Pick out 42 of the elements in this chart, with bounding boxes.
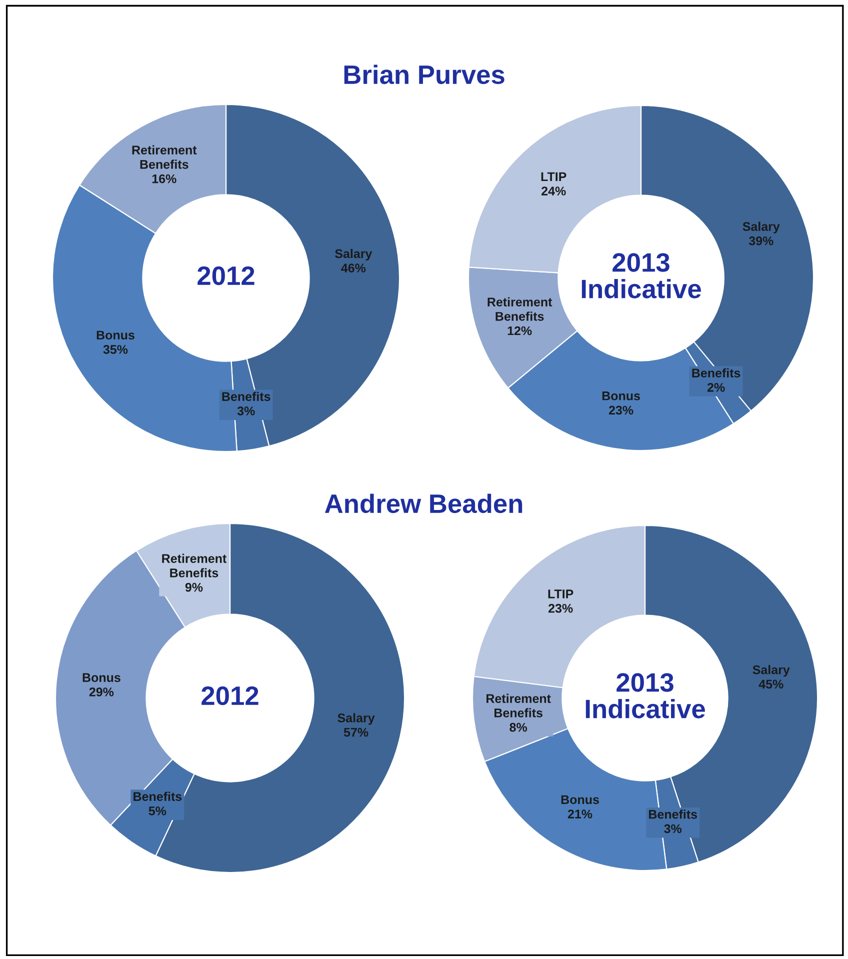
data-label: 46%	[341, 264, 366, 272]
slice-label: Benefits	[222, 392, 270, 401]
slice-label: Benefits	[692, 368, 740, 378]
slice-label: Retirement Benefits	[486, 694, 551, 718]
text: 2013 Indicative	[586, 673, 705, 718]
data-label: 57%	[344, 728, 368, 737]
text: 2012	[202, 686, 258, 706]
slice-label: LTIP	[541, 172, 566, 181]
slice-label: Salary	[338, 713, 375, 725]
data-label: 23%	[548, 604, 573, 613]
slice-label: Bonus	[96, 330, 134, 340]
data-label: 9%	[185, 582, 203, 592]
slice-label: Salary	[752, 665, 790, 677]
text: 2013 Indicative	[582, 253, 701, 298]
data-label: 16%	[152, 174, 176, 184]
data-label: 23%	[608, 406, 634, 415]
slice-label: Salary	[334, 248, 372, 261]
slice-label: Retirement Benefits	[132, 145, 197, 169]
data-label: 3%	[237, 406, 255, 416]
data-label: 5%	[148, 806, 166, 816]
slice-label: Salary	[742, 222, 780, 234]
slice-label: Bonus	[602, 392, 640, 400]
data-label: 8%	[510, 722, 528, 732]
data-label: 35%	[103, 345, 128, 354]
data-label: 2%	[707, 382, 725, 392]
slice-label: Bonus	[561, 795, 599, 804]
chart-subtitle: Brian Purves	[344, 64, 504, 84]
data-label: 29%	[89, 688, 114, 696]
slice-label: LTIP	[548, 590, 574, 598]
slice-label: Benefits	[649, 810, 697, 819]
slice-label: Benefits	[134, 792, 182, 801]
text: 2012	[198, 266, 254, 286]
data-label: 24%	[542, 186, 566, 196]
data-label: 12%	[508, 326, 532, 336]
data-label: 3%	[664, 824, 682, 834]
chart-subtitle: Andrew Beaden	[324, 494, 522, 514]
data-label: 39%	[748, 236, 774, 246]
slice-label: Retirement Benefits	[162, 554, 226, 578]
data-label: 45%	[758, 680, 784, 689]
data-label: 21%	[568, 810, 592, 818]
slice-label: Retirement Benefits	[488, 297, 552, 321]
slice-label: Bonus	[82, 673, 120, 682]
